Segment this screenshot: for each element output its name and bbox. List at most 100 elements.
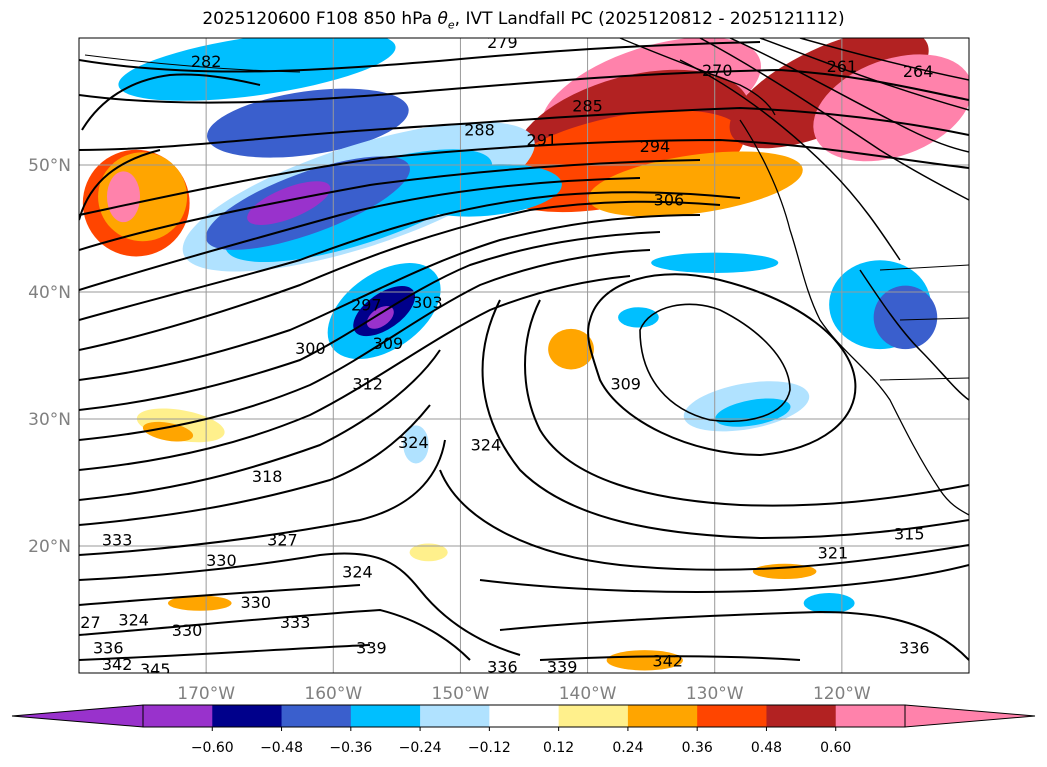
contour-line	[524, 299, 969, 507]
contour-line	[759, 38, 969, 111]
longitude-labels: 170°W 160°W 150°W 140°W 130°W 120°W	[177, 684, 871, 704]
contour-line	[79, 275, 631, 471]
ivt-pc-region	[873, 285, 938, 350]
colorbar-extend-low	[11, 704, 144, 728]
contour-label: 324	[398, 433, 429, 452]
ivt-pc-region	[588, 151, 803, 217]
lon-tick-label: 160°W	[304, 684, 362, 704]
colorbar-tick-label: 0.48	[751, 740, 782, 756]
contour-line	[79, 159, 701, 251]
title-prefix: 2025120600 F108 850 hPa	[202, 9, 438, 29]
ivt-pc-region	[403, 425, 429, 464]
latitude-labels: 50°N 40°N 30°N 20°N	[28, 156, 71, 557]
colorbar-segment	[143, 705, 213, 727]
lon-tick-label: 170°W	[177, 684, 235, 704]
contour-line	[539, 655, 801, 661]
contour-label: 315	[894, 524, 925, 543]
contour-line	[729, 38, 969, 153]
contour-line	[79, 404, 431, 526]
colorbar-tick-label: −0.60	[191, 740, 234, 756]
colorbar-tick-label: 0.24	[612, 740, 643, 756]
contour-line	[79, 200, 721, 351]
colorbar-tick-label: −0.36	[329, 740, 372, 756]
ivt-pc-region	[606, 650, 683, 671]
alaska-coastline	[619, 38, 776, 116]
contour-line	[481, 299, 969, 540]
contour-label: 336	[93, 639, 124, 658]
colorbar-segment	[281, 705, 352, 727]
state-borders	[879, 264, 969, 381]
contour-label: 321	[818, 543, 849, 562]
contour-line	[79, 68, 969, 104]
contour-line	[79, 249, 651, 441]
contour-label: 342	[652, 651, 683, 670]
contour-label: 285	[572, 96, 603, 115]
contour-line	[79, 41, 761, 73]
colorbar-tick-label: 0.12	[543, 740, 574, 756]
contour-label: 300	[295, 339, 326, 358]
contour-line	[79, 644, 371, 661]
ivt-pc-region	[409, 164, 562, 217]
contour-label: 309	[610, 374, 641, 393]
lon-tick-label: 150°W	[432, 684, 490, 704]
ivt-pc-region	[409, 543, 448, 562]
contour-line	[79, 138, 969, 216]
contour-label: 288	[464, 120, 495, 139]
title-subscript: e	[447, 18, 455, 32]
ivt-pc-region	[168, 595, 232, 611]
north-america-coastline	[739, 119, 969, 516]
contour-label: 336	[899, 639, 930, 658]
contour-line	[79, 608, 471, 661]
lon-tick-label: 140°W	[559, 684, 617, 704]
contour-label: 291	[527, 131, 558, 150]
ivt-pc-region	[366, 306, 394, 329]
ivt-pc-region	[142, 421, 194, 442]
colorbar-segment	[697, 705, 767, 727]
lat-tick-label: 20°N	[28, 537, 71, 557]
ivt-pc-region	[207, 88, 409, 158]
contour-label: 330	[172, 621, 203, 640]
contour-label: 297	[351, 296, 382, 315]
contour-label: 330	[206, 551, 237, 570]
colorbar: −0.60 −0.48 −0.36 −0.24 −0.12 0.12 0.24 0.36 0.4…	[11, 704, 1036, 756]
contour-label: 270	[702, 61, 733, 80]
ivt-pc-region	[106, 171, 141, 223]
colorbar-segment	[350, 705, 421, 727]
lat-tick-label: 40°N	[28, 283, 71, 303]
contour-line	[639, 303, 791, 423]
colorbar-segment	[489, 705, 560, 727]
colorbar-segment	[212, 705, 283, 727]
contour-label: 318	[252, 467, 283, 486]
contour-label: 282	[191, 52, 222, 71]
contour-line	[79, 149, 161, 221]
contour-line	[79, 191, 741, 321]
contour-label: 333	[102, 531, 133, 550]
colorbar-segment	[420, 705, 490, 727]
lon-tick-label: 130°W	[686, 684, 744, 704]
lat-tick-label: 50°N	[28, 156, 71, 176]
colorbar-segment	[627, 705, 698, 727]
title-suffix: , IVT Landfall PC (2025120812 - 20251211…	[454, 9, 845, 29]
colorbar-tick-label: −0.24	[399, 740, 442, 756]
contour-line	[79, 439, 446, 556]
contour-label: 324	[471, 435, 502, 454]
contour-line	[79, 584, 361, 606]
aleutian-coastline	[84, 54, 301, 73]
contour-label: 279	[487, 33, 518, 52]
contour-line	[79, 106, 969, 151]
ivt-pc-region	[247, 181, 331, 225]
colorbar-frame	[142, 704, 906, 728]
contour-labels: 279 282 285 288 291 294 270 261 264 306 297 303 300 3…	[79, 33, 933, 677]
colorbar-tick-label: −0.48	[260, 740, 303, 756]
ivt-pc-region	[548, 328, 594, 370]
colorbar-segment	[766, 705, 837, 727]
contour-line	[79, 349, 441, 501]
contour-line	[479, 564, 969, 593]
ivt-pc-region	[118, 38, 396, 101]
ivt-pc-region	[803, 592, 855, 614]
contour-label: 330	[240, 593, 271, 612]
contour-label: 339	[547, 658, 578, 677]
contour-label: 261	[827, 57, 858, 76]
contour-line	[859, 269, 969, 401]
